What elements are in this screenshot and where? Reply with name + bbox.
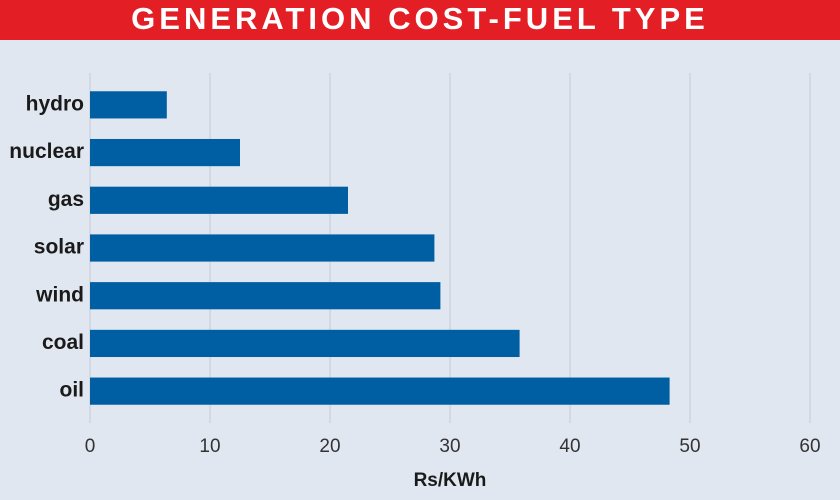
x-axis-label: Rs/KWh (414, 470, 487, 491)
x-tick-label: 60 (799, 436, 820, 457)
bar (90, 91, 167, 119)
y-tick-label: wind (35, 283, 84, 306)
y-tick-label: solar (34, 236, 84, 259)
bar (90, 282, 441, 310)
x-tick-label: 40 (559, 436, 580, 457)
y-tick-label: hydro (26, 92, 84, 115)
x-tick-label: 20 (319, 436, 340, 457)
x-tick-label: 50 (679, 436, 700, 457)
x-tick-label: 10 (199, 436, 220, 457)
x-tick-label: 30 (439, 436, 460, 457)
x-tick-label: 0 (85, 436, 96, 457)
bar (90, 234, 435, 262)
bar (90, 329, 520, 358)
bar (90, 138, 240, 167)
y-tick-label: nuclear (9, 140, 84, 163)
bar (90, 377, 670, 405)
title-banner (0, 0, 840, 40)
y-tick-label: coal (42, 331, 84, 354)
y-tick-label: oil (60, 379, 85, 402)
chart-title: GENERATION COST-FUEL TYPE (131, 1, 709, 36)
bar (90, 186, 348, 214)
y-tick-label: gas (48, 188, 84, 211)
